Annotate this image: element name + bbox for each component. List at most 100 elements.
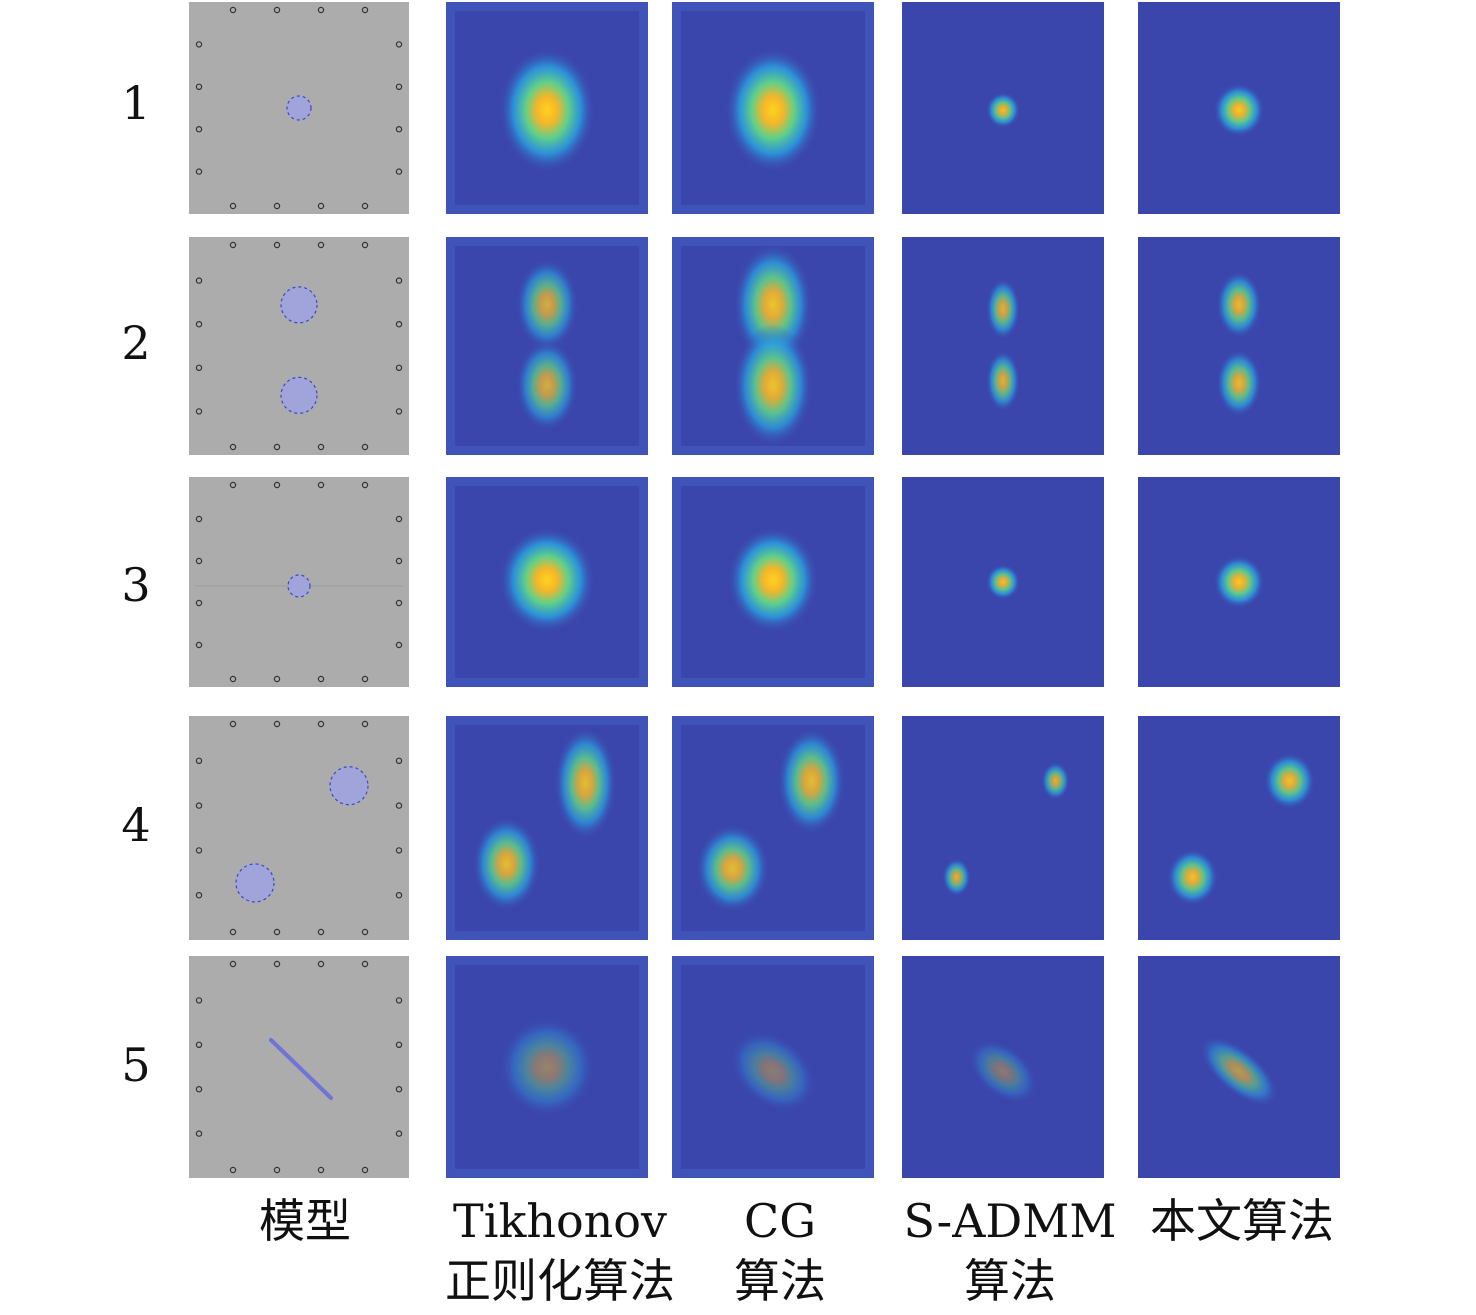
electrode-marker [229, 720, 237, 728]
electrode-marker [229, 481, 237, 489]
panel-row1-sadmm [902, 2, 1104, 214]
panel-row3-tikhonov [446, 477, 648, 687]
electrode-marker [229, 1166, 237, 1174]
electrode-marker [317, 241, 325, 249]
electrode-marker [395, 1130, 403, 1137]
reconstruction-blob [727, 526, 819, 633]
electrode-marker [361, 443, 369, 451]
electrode-marker [361, 481, 369, 489]
edge-artifact [672, 2, 874, 214]
panel-row2-cg [672, 237, 874, 455]
edge-artifact [446, 956, 648, 1178]
electrode-marker [395, 364, 403, 371]
reconstruction-blob [733, 324, 813, 447]
panel-row3-proposed [1138, 477, 1340, 687]
electrode-marker [229, 241, 237, 249]
row-label-4: 4 [121, 798, 151, 852]
column-label-cg-line2: 算法 [734, 1253, 826, 1308]
row-label-1: 1 [121, 76, 151, 130]
electrode-marker [195, 1085, 203, 1093]
inclusion-circle [235, 863, 275, 903]
panel-row2-model [189, 237, 409, 455]
panel-row4-tikhonov [446, 716, 648, 940]
reconstruction-blob [498, 47, 596, 173]
column-label-model-line1: 模型 [259, 1194, 351, 1248]
electrode-marker [395, 599, 403, 607]
electrode-marker [395, 1041, 403, 1049]
electrode-marker [229, 928, 237, 936]
column-label-cg: CG 算法 [680, 1192, 880, 1312]
inclusion-circle [287, 574, 311, 598]
electrode-marker [273, 928, 281, 936]
reconstruction-blob [1213, 555, 1265, 609]
reconstruction-blob [1167, 849, 1218, 906]
column-label-proposed-line1: 本文算法 [1150, 1194, 1334, 1248]
panel-row4-cg [672, 716, 874, 940]
reconstruction-blob [1041, 762, 1070, 800]
column-label-tikhonov-line1: Tikhonov [453, 1194, 667, 1248]
reconstruction-blob [498, 1017, 596, 1117]
panel-row2-proposed [1138, 237, 1340, 455]
reconstruction-blob [986, 92, 1020, 128]
electrode-marker [317, 1166, 325, 1174]
electrode-marker [317, 960, 325, 968]
electrode-marker [361, 720, 369, 728]
panel-row5-model [189, 956, 409, 1178]
electrode-marker [395, 847, 403, 854]
electrode-marker [395, 125, 403, 133]
electrode-marker [195, 997, 203, 1004]
electrode-marker [195, 557, 203, 565]
inclusion-circle [329, 766, 369, 806]
inclusion-line [269, 1038, 333, 1100]
electrode-marker [195, 320, 203, 328]
reconstruction-blob [695, 824, 770, 913]
edge-artifact [672, 237, 874, 455]
electrode-marker [317, 481, 325, 489]
reconstruction-blob [515, 258, 579, 351]
panel-row1-proposed [1138, 2, 1340, 214]
panel-row2-sadmm [902, 237, 1104, 455]
electrode-marker [361, 928, 369, 936]
electrode-marker [395, 320, 403, 328]
electrode-marker [195, 408, 203, 415]
electrode-marker [317, 443, 325, 451]
reconstruction-blob [472, 816, 541, 911]
electrode-marker [317, 928, 325, 936]
reconstruction-blob [554, 726, 617, 840]
reconstruction-blob [724, 47, 822, 173]
electrode-marker [395, 515, 403, 523]
inclusion-circle [280, 376, 318, 414]
electrode-marker [273, 960, 281, 968]
electrode-marker [395, 641, 403, 649]
electrode-marker [395, 802, 403, 809]
electrode-marker [395, 891, 403, 899]
reconstruction-blob [1213, 83, 1265, 137]
electrode-marker [229, 443, 237, 451]
reconstruction-blob [986, 350, 1020, 412]
column-label-proposed: 本文算法 [1132, 1192, 1352, 1252]
electrode-marker [195, 168, 203, 175]
reconstruction-blob [777, 727, 846, 835]
electrode-marker [195, 41, 203, 48]
panel-row2-tikhonov [446, 237, 648, 455]
column-label-tikhonov: Tikhonov 正则化算法 [420, 1192, 700, 1312]
panel-row3-model [189, 477, 409, 687]
panel-row3-cg [672, 477, 874, 687]
electrode-marker [273, 443, 281, 451]
electrode-marker [195, 125, 203, 133]
electrode-marker [195, 802, 203, 809]
panel-row4-proposed [1138, 716, 1340, 940]
electrode-marker [195, 757, 203, 765]
panel-row1-tikhonov [446, 2, 648, 214]
electrode-marker [395, 277, 403, 284]
electrode-marker [361, 6, 369, 14]
electrode-marker [361, 675, 369, 683]
row-label-5: 5 [121, 1038, 151, 1092]
reconstruction-blob [986, 564, 1020, 600]
reconstruction-blob [942, 858, 971, 897]
panel-row1-cg [672, 2, 874, 214]
column-label-cg-line1: CG [744, 1194, 816, 1248]
electrode-marker [395, 757, 403, 765]
electrode-marker [273, 720, 281, 728]
